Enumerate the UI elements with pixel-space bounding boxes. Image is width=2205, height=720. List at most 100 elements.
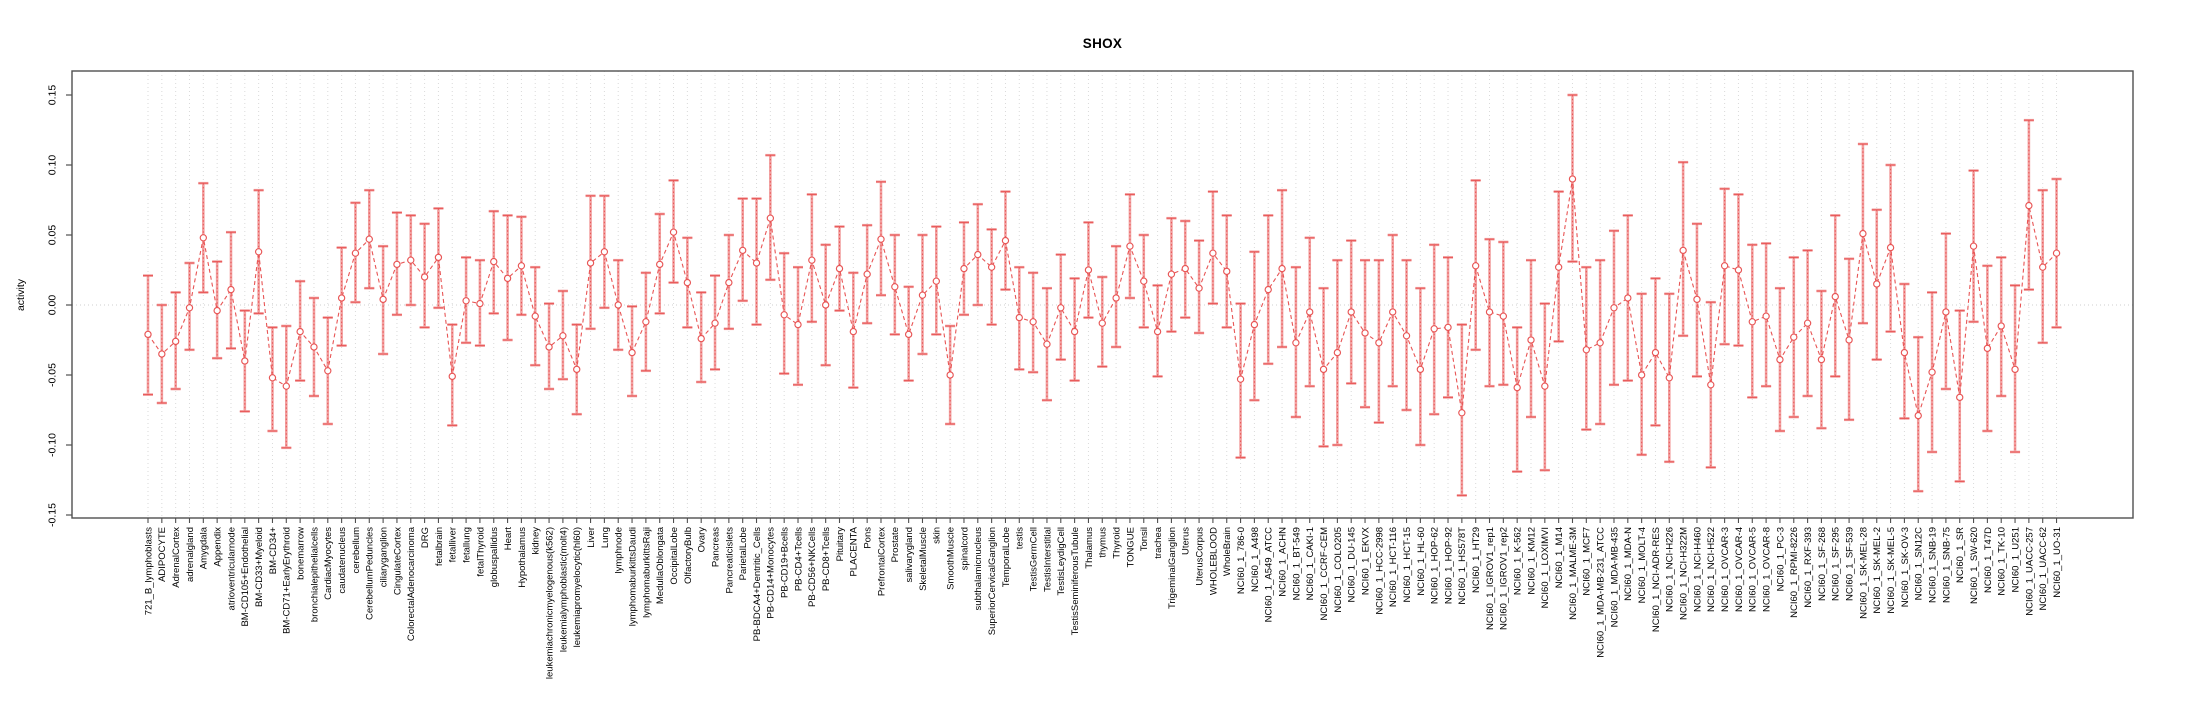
x-tick-label: PrefrontalCortex: [876, 527, 887, 596]
x-tick-label: NCI60_1_CAKI-1: [1305, 527, 1316, 600]
x-tick-label: caudatenucleus: [337, 527, 348, 594]
x-tick-label: NCI60_1_MCF7: [1582, 527, 1593, 596]
x-tick-label: NCI60_1_MALME-3M: [1568, 527, 1579, 620]
data-point: [932, 277, 940, 285]
data-point: [1112, 294, 1120, 302]
x-tick-label: NCI60_1_UACC-62: [2038, 527, 2049, 610]
x-tick-label: NCI60_1_KM12: [1526, 527, 1537, 595]
data-point: [1458, 409, 1466, 417]
data-point: [1084, 266, 1093, 274]
x-tick-label: leukemiachronicmyelogenous(k562): [544, 527, 555, 679]
data-point: [448, 372, 456, 381]
x-tick-label: ParietalLobe: [738, 527, 749, 580]
data-point: [324, 367, 332, 375]
x-tick-label: AdrenalCortex: [171, 527, 182, 588]
x-tick-label: NCI60_1_SF-295: [1831, 527, 1842, 601]
x-tick-label: NCI60_1_BT-549: [1291, 527, 1302, 600]
data-point: [1181, 264, 1189, 273]
x-tick-label: TestisLeydigCell: [1056, 527, 1067, 596]
x-tick-label: Prostate: [890, 527, 901, 562]
x-tick-label: PB-CD14+Monocytes: [766, 527, 777, 619]
data-point: [711, 319, 719, 327]
x-tick-label: NCI60_1_OVCAR-3: [1720, 527, 1731, 612]
data-point: [1126, 242, 1134, 250]
x-tick-label: PB-CD56+NKCells: [807, 527, 818, 607]
data-point: [835, 264, 844, 273]
x-tick-label: OlfactoryBulb: [683, 527, 694, 584]
x-tick-label: fetalliver: [448, 527, 459, 562]
x-tick-label: NCI60_1_HCT-116: [1388, 527, 1399, 607]
data-point: [1361, 329, 1369, 337]
data-point: [1983, 344, 1992, 353]
x-tick-label: NCI60_1_SK-MEL-5: [1886, 527, 1897, 614]
x-tick-label: NCI60_1_SNB-75: [1941, 527, 1952, 603]
data-point: [656, 260, 664, 269]
x-tick-label: Tonsil: [1139, 527, 1150, 551]
data-point: [1264, 285, 1272, 294]
x-tick-label: NCI60_1_RPMI-8226: [1789, 527, 1800, 618]
data-point: [490, 257, 498, 266]
x-tick-label: TestisGermCell: [1029, 527, 1040, 591]
data-point: [1333, 348, 1342, 357]
data-point: [780, 311, 788, 319]
data-point: [1624, 294, 1632, 302]
x-tick-label: NCI60_1_PC-3: [1775, 527, 1786, 591]
x-tick-label: fetalThyroid: [475, 527, 486, 577]
x-tick-label: NCI60_1_IGROV1_rep2: [1499, 527, 1510, 630]
data-point: [586, 259, 595, 267]
x-tick-label: Heart: [503, 527, 514, 551]
data-point: [1790, 333, 1798, 341]
x-tick-label: NCI60_1_TK-10: [1997, 527, 2008, 596]
data-point: [1803, 319, 1812, 327]
data-point: [1554, 263, 1563, 271]
x-tick-label: PB-BDCA4+Dentritic_Cells: [752, 527, 763, 642]
x-tick-label: Appendix: [213, 527, 224, 567]
data-point: [296, 327, 304, 336]
data-point: [918, 291, 927, 299]
data-point: [600, 248, 609, 256]
data-point: [2011, 365, 2019, 374]
data-point: [628, 348, 636, 357]
data-point: [379, 295, 387, 304]
x-tick-label: NCI60_1_SK-OV-3: [1900, 527, 1911, 607]
x-tick-label: Pancreas: [710, 527, 721, 567]
data-point: [1444, 323, 1452, 332]
data-point: [407, 256, 415, 264]
data-point: [2052, 249, 2061, 257]
data-point: [1485, 308, 1494, 316]
x-tick-label: BM-CD34+: [268, 527, 279, 575]
data-point: [254, 248, 263, 256]
x-tick-label: trachea: [1153, 526, 1164, 558]
x-tick-label: NCI60_1_MDA-MB-435: [1609, 527, 1620, 627]
x-tick-label: NCI60_1_NCI-ADR-RES: [1651, 527, 1662, 632]
x-tick-label: MedullaOblongata: [655, 526, 666, 604]
x-tick-label: Uterus: [1181, 527, 1192, 555]
data-point: [158, 350, 166, 358]
data-point: [1541, 382, 1549, 390]
x-tick-label: testis: [1015, 527, 1026, 549]
x-tick-label: NCI60_1_M14: [1554, 527, 1565, 588]
x-tick-label: NCI60_1_SR: [1955, 527, 1966, 583]
data-point: [462, 297, 470, 305]
x-tick-label: NCI60_1_SNB-19: [1927, 527, 1938, 603]
data-point: [1817, 355, 1826, 364]
data-point: [1389, 308, 1397, 316]
x-tick-label: salivarygland: [904, 527, 915, 582]
x-tick-label: Liver: [586, 527, 597, 548]
x-tick-label: TemporalLobe: [1001, 527, 1012, 587]
data-point: [227, 285, 235, 294]
x-tick-label: NCI60_1_NCI-H522: [1706, 527, 1717, 612]
data-point: [1347, 308, 1355, 316]
x-tick-label: NCI60_1_A498: [1250, 527, 1261, 592]
data-point: [1416, 365, 1425, 374]
x-tick-label: Hypothalamus: [517, 527, 528, 588]
x-tick-label: Thalamus: [1084, 527, 1095, 569]
data-point: [697, 334, 705, 343]
x-tick-label: NCI60_1_OVCAR-8: [1762, 527, 1773, 612]
x-tick-label: TestisSeminiferousTubule: [1070, 527, 1081, 635]
y-tick-label: 0.00: [47, 295, 59, 316]
x-tick-label: Ovary: [697, 527, 708, 553]
data-point: [1693, 295, 1701, 304]
x-tick-label: TestisInterstitial: [1042, 527, 1053, 592]
